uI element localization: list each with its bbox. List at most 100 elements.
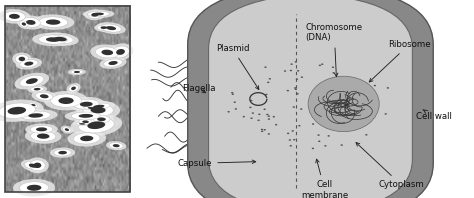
Ellipse shape (100, 57, 127, 69)
Ellipse shape (17, 15, 45, 30)
FancyBboxPatch shape (209, 0, 412, 198)
Ellipse shape (267, 82, 269, 83)
Ellipse shape (27, 185, 41, 191)
Ellipse shape (16, 58, 42, 69)
Ellipse shape (231, 92, 233, 93)
Ellipse shape (97, 117, 106, 121)
Ellipse shape (29, 164, 37, 168)
Ellipse shape (30, 160, 45, 171)
Ellipse shape (250, 117, 253, 119)
Ellipse shape (250, 100, 253, 101)
Ellipse shape (268, 118, 270, 120)
Ellipse shape (252, 112, 254, 114)
Ellipse shape (94, 24, 114, 31)
Ellipse shape (73, 122, 91, 126)
Text: present: present (326, 24, 365, 33)
Ellipse shape (324, 145, 327, 147)
Ellipse shape (15, 73, 49, 89)
Ellipse shape (82, 102, 115, 111)
Ellipse shape (55, 37, 67, 41)
Ellipse shape (42, 32, 79, 46)
Ellipse shape (58, 97, 73, 104)
Ellipse shape (308, 76, 379, 132)
Ellipse shape (51, 94, 82, 107)
Ellipse shape (20, 75, 44, 87)
Ellipse shape (13, 179, 55, 197)
Ellipse shape (84, 9, 105, 20)
Text: Ribosome: Ribosome (369, 40, 430, 82)
Ellipse shape (234, 101, 236, 103)
Ellipse shape (97, 25, 110, 30)
Ellipse shape (106, 141, 126, 150)
Ellipse shape (71, 87, 76, 90)
Ellipse shape (264, 109, 266, 110)
Ellipse shape (20, 60, 38, 68)
Ellipse shape (291, 63, 293, 65)
Ellipse shape (70, 114, 122, 136)
Ellipse shape (29, 103, 38, 107)
Ellipse shape (261, 129, 263, 130)
Ellipse shape (273, 116, 275, 118)
Text: Chromosome
(DNA): Chromosome (DNA) (306, 23, 363, 77)
Ellipse shape (108, 43, 133, 61)
Ellipse shape (82, 10, 114, 18)
Ellipse shape (21, 17, 40, 27)
Ellipse shape (293, 139, 295, 141)
Ellipse shape (384, 113, 387, 115)
Ellipse shape (68, 69, 86, 75)
Ellipse shape (232, 93, 234, 95)
Text: Capsule: Capsule (178, 159, 256, 168)
Ellipse shape (294, 87, 296, 89)
Ellipse shape (9, 14, 20, 19)
Ellipse shape (38, 17, 68, 27)
Ellipse shape (287, 133, 289, 134)
Ellipse shape (91, 13, 99, 17)
Ellipse shape (32, 33, 74, 46)
Ellipse shape (74, 71, 80, 73)
Ellipse shape (25, 162, 41, 170)
Ellipse shape (340, 144, 343, 146)
Ellipse shape (298, 125, 301, 127)
Ellipse shape (36, 92, 53, 100)
Ellipse shape (31, 131, 56, 141)
Ellipse shape (112, 46, 129, 58)
Ellipse shape (106, 26, 116, 30)
Ellipse shape (18, 57, 25, 61)
Ellipse shape (76, 122, 88, 126)
Ellipse shape (89, 114, 114, 125)
Ellipse shape (104, 59, 122, 67)
Ellipse shape (289, 139, 291, 141)
Ellipse shape (91, 107, 106, 113)
Ellipse shape (79, 114, 93, 118)
Ellipse shape (101, 24, 121, 32)
Ellipse shape (28, 113, 43, 118)
Ellipse shape (71, 112, 100, 120)
Ellipse shape (19, 182, 49, 194)
Ellipse shape (88, 107, 96, 109)
Ellipse shape (34, 88, 41, 90)
Ellipse shape (30, 87, 44, 92)
Ellipse shape (312, 148, 314, 149)
Ellipse shape (67, 130, 106, 147)
Ellipse shape (321, 63, 323, 65)
Ellipse shape (96, 22, 126, 34)
Ellipse shape (40, 94, 49, 98)
Ellipse shape (243, 116, 245, 117)
Ellipse shape (19, 21, 28, 27)
Ellipse shape (44, 91, 88, 110)
Ellipse shape (258, 113, 261, 115)
Ellipse shape (83, 103, 113, 117)
Ellipse shape (61, 126, 73, 134)
Ellipse shape (24, 62, 33, 66)
Text: Always: Always (326, 6, 362, 15)
Text: Sometimes: Sometimes (243, 6, 300, 15)
Ellipse shape (284, 70, 286, 72)
Ellipse shape (58, 151, 67, 154)
Ellipse shape (80, 105, 103, 111)
Ellipse shape (46, 37, 60, 42)
Ellipse shape (113, 144, 119, 147)
Ellipse shape (8, 107, 26, 115)
Ellipse shape (0, 9, 30, 24)
Ellipse shape (68, 97, 105, 111)
Ellipse shape (21, 111, 51, 120)
